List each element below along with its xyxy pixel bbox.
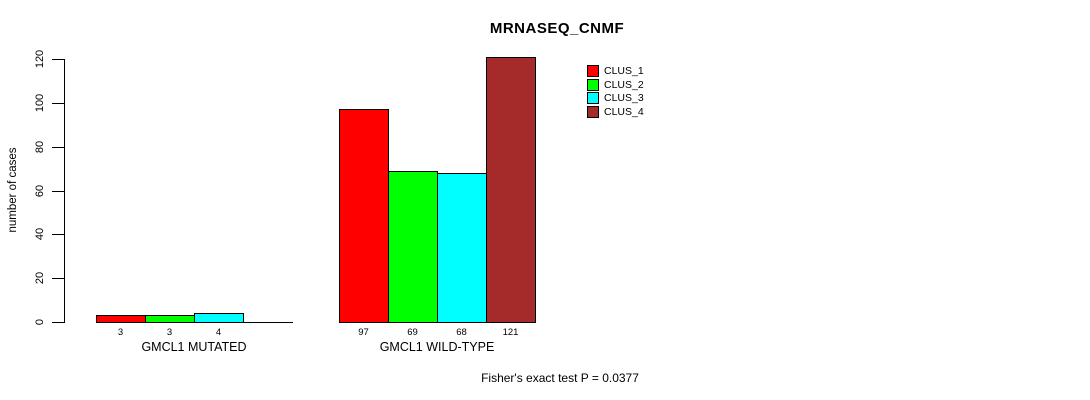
legend-item-clus_3: CLUS_3	[587, 92, 644, 105]
bar-value-label: 4	[215, 327, 222, 338]
y-axis-tick	[52, 234, 64, 235]
bar-clus_1-gmcl1-mutated	[96, 315, 146, 322]
y-tick-label: 60	[34, 184, 46, 198]
y-axis-tick	[52, 103, 64, 104]
bar-value-label: 3	[117, 327, 124, 338]
bar-clus_3-gmcl1-wild-type	[437, 173, 487, 322]
bar-clus_2-gmcl1-mutated	[145, 315, 195, 322]
y-axis-line	[64, 59, 65, 323]
legend-swatch-clus_2	[587, 78, 599, 91]
y-axis-tick	[52, 191, 64, 192]
y-tick-label: 40	[34, 227, 46, 241]
y-tick-label: 0	[34, 318, 46, 326]
bar-value-label: 97	[358, 327, 369, 338]
bar-clus_1-gmcl1-wild-type	[339, 109, 389, 322]
y-axis-tick	[52, 59, 64, 60]
bar-value-label: 69	[407, 327, 418, 338]
legend-label-clus_1: CLUS_1	[604, 65, 644, 77]
y-axis-tick	[52, 278, 64, 279]
x-category-label-gmcl1-mutated: GMCL1 MUTATED	[141, 340, 247, 354]
group-baseline	[96, 322, 293, 323]
bar-value-label: 68	[456, 327, 467, 338]
chart-title: MRNASEQ_CNMF	[489, 20, 625, 37]
bar-clus_2-gmcl1-wild-type	[388, 171, 438, 322]
y-tick-label: 100	[34, 93, 46, 113]
y-tick-label: 20	[34, 271, 46, 285]
legend-swatch-clus_4	[587, 105, 599, 118]
legend: CLUS_1 CLUS_2 CLUS_3 CLUS_4	[587, 65, 644, 119]
y-tick-label: 120	[34, 49, 46, 69]
stat-annotation: Fisher's exact test P = 0.0377	[481, 371, 639, 385]
bar-clus_4-gmcl1-wild-type	[486, 57, 536, 322]
y-axis-label: number of cases	[7, 147, 19, 233]
legend-item-clus_2: CLUS_2	[587, 78, 644, 91]
group-baseline	[339, 322, 536, 323]
y-axis-tick	[52, 147, 64, 148]
legend-item-clus_1: CLUS_1	[587, 65, 644, 77]
legend-label-clus_4: CLUS_4	[604, 105, 644, 118]
bar-value-label: 121	[502, 327, 519, 338]
legend-label-clus_2: CLUS_2	[604, 78, 644, 91]
x-category-label-gmcl1-wild-type: GMCL1 WILD-TYPE	[379, 340, 495, 354]
legend-label-clus_3: CLUS_3	[604, 92, 644, 105]
bar-clus_3-gmcl1-mutated	[194, 313, 244, 322]
bar-value-label: 3	[166, 327, 173, 338]
legend-swatch-clus_3	[587, 92, 599, 105]
legend-swatch-clus_1	[587, 65, 599, 77]
legend-item-clus_4: CLUS_4	[587, 105, 644, 118]
y-tick-label: 80	[34, 140, 46, 154]
y-axis-tick	[52, 322, 64, 323]
